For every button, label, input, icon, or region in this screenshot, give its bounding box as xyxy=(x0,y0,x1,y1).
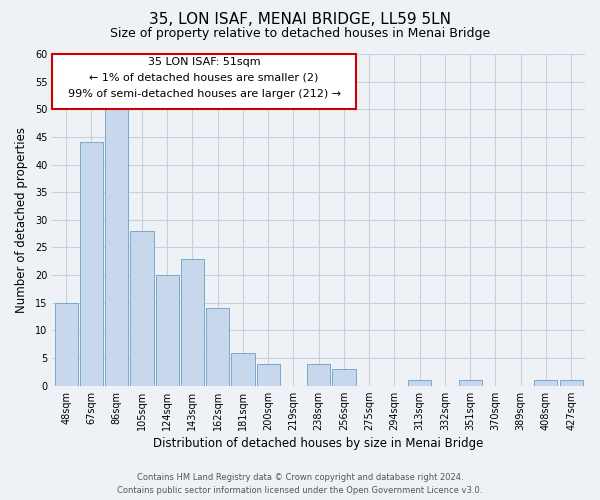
Bar xyxy=(534,380,557,386)
Bar xyxy=(155,275,179,386)
Bar xyxy=(257,364,280,386)
Text: 35 LON ISAF: 51sqm: 35 LON ISAF: 51sqm xyxy=(148,58,260,68)
Bar xyxy=(232,352,254,386)
Text: 99% of semi-detached houses are larger (212) →: 99% of semi-detached houses are larger (… xyxy=(68,89,341,99)
Bar xyxy=(55,303,78,386)
Bar xyxy=(130,231,154,386)
Text: ← 1% of detached houses are smaller (2): ← 1% of detached houses are smaller (2) xyxy=(89,72,319,82)
Bar xyxy=(206,308,229,386)
Bar xyxy=(307,364,330,386)
Text: Size of property relative to detached houses in Menai Bridge: Size of property relative to detached ho… xyxy=(110,28,490,40)
Text: Contains HM Land Registry data © Crown copyright and database right 2024.
Contai: Contains HM Land Registry data © Crown c… xyxy=(118,474,482,495)
X-axis label: Distribution of detached houses by size in Menai Bridge: Distribution of detached houses by size … xyxy=(154,437,484,450)
Bar xyxy=(105,110,128,386)
Bar xyxy=(80,142,103,386)
Y-axis label: Number of detached properties: Number of detached properties xyxy=(15,127,28,313)
Bar xyxy=(560,380,583,386)
FancyBboxPatch shape xyxy=(52,54,356,110)
Bar xyxy=(408,380,431,386)
Bar xyxy=(332,369,356,386)
Bar xyxy=(458,380,482,386)
Bar xyxy=(181,258,204,386)
Text: 35, LON ISAF, MENAI BRIDGE, LL59 5LN: 35, LON ISAF, MENAI BRIDGE, LL59 5LN xyxy=(149,12,451,28)
